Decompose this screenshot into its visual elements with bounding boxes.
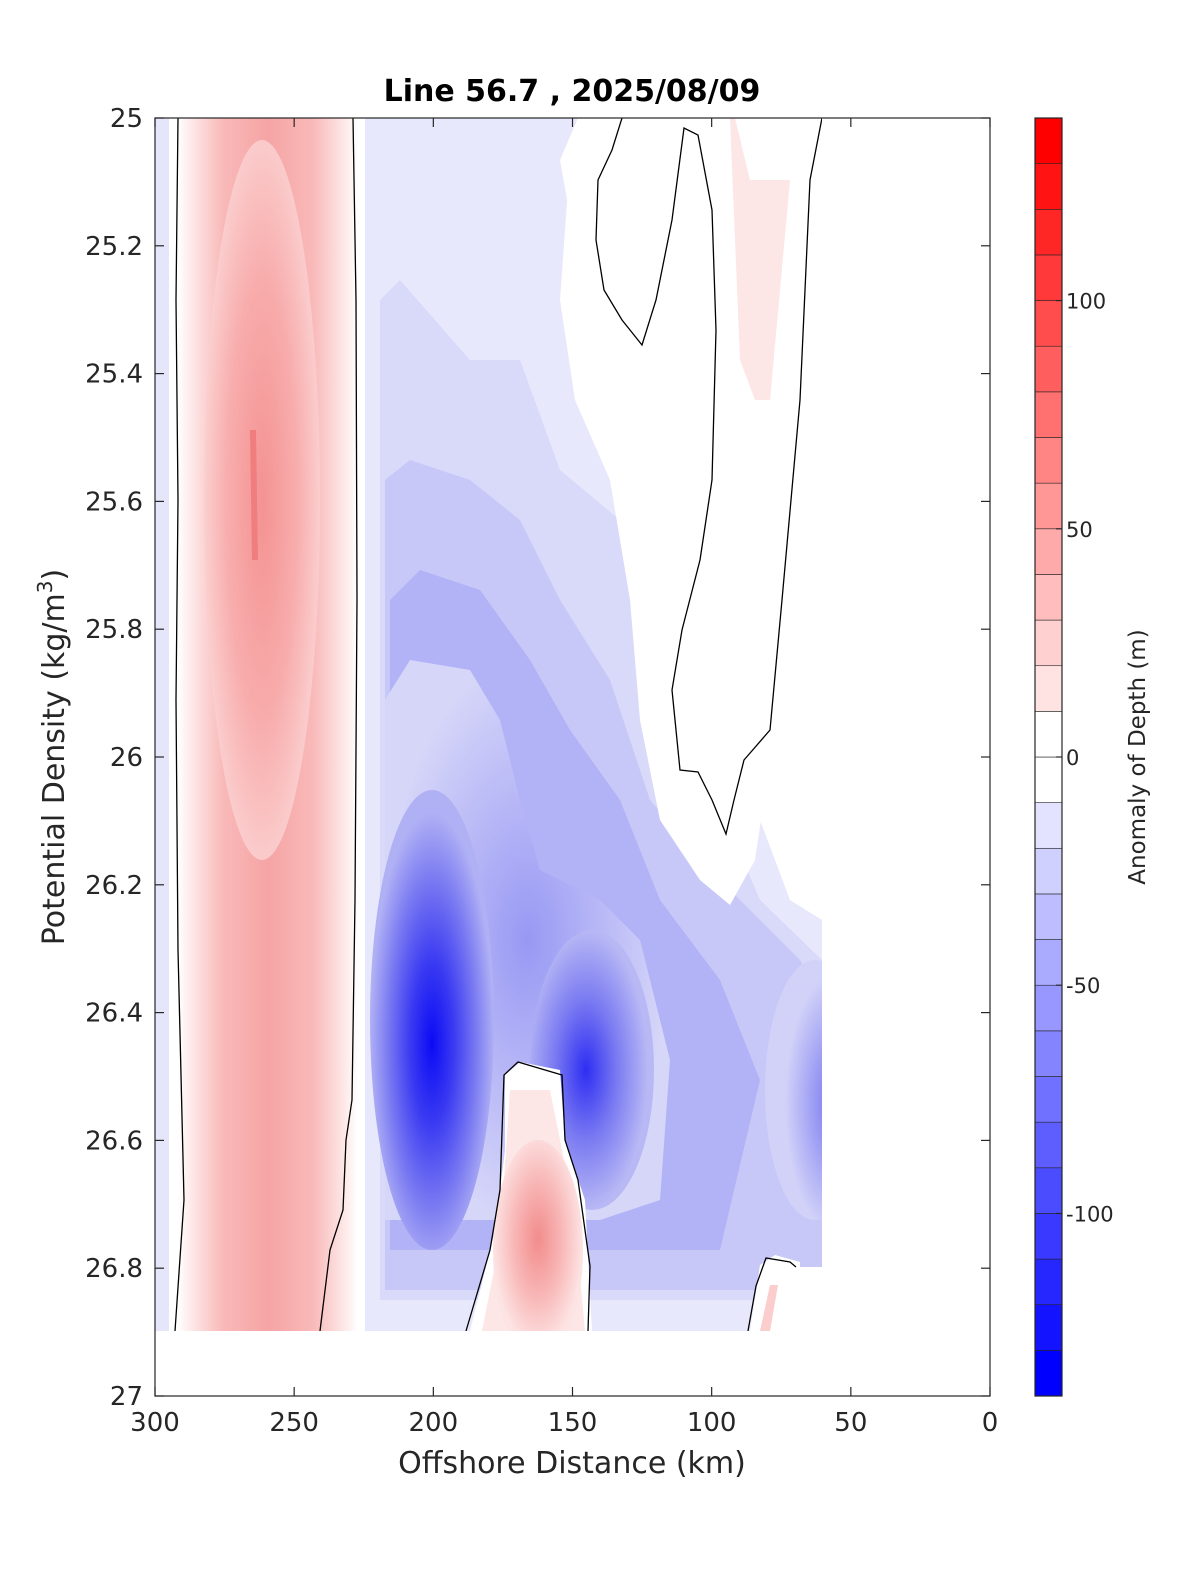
plot-axes: 300 250 200 150 100 50 0 2525.225.425.625.8262…	[85, 104, 998, 1438]
colorbar-swatch	[1034, 1258, 1063, 1306]
colorbar-swatch	[1034, 711, 1063, 758]
y-tick-label: 25.6	[85, 487, 143, 517]
colorbar-tick-label: -50	[1066, 974, 1100, 998]
colorbar-swatch	[1034, 893, 1063, 940]
contour-field	[155, 118, 822, 1331]
y-tick-label: 25.8	[85, 615, 143, 645]
x-axis-label: Offshore Distance (km)	[398, 1446, 746, 1481]
chart-title: Line 56.7 , 2025/08/09	[384, 74, 761, 109]
x-tick-label: 150	[548, 1408, 598, 1438]
colorbar-swatch	[1034, 984, 1063, 1032]
colorbar-swatch	[1034, 802, 1063, 849]
colorbar-swatch	[1034, 1121, 1063, 1169]
colorbar-swatch	[1034, 1350, 1063, 1397]
colorbar-swatch	[1034, 528, 1063, 575]
colorbar-tick-label: -100	[1066, 1202, 1114, 1226]
colorbar-swatch	[1034, 1030, 1063, 1077]
colorbar-swatch	[1034, 208, 1063, 256]
colorbar-label: Anomaly of Depth (m)	[1125, 629, 1151, 884]
colorbar-swatches	[1034, 117, 1063, 1397]
x-tick-label: 0	[982, 1408, 999, 1438]
colorbar: 100 50 0 -50 -100 Anomaly of Depth (m)	[1034, 117, 1151, 1397]
colorbar-swatch	[1034, 1304, 1063, 1351]
x-tick-label: 50	[834, 1408, 867, 1438]
y-tick-label: 26.6	[85, 1126, 143, 1156]
colorbar-swatch	[1034, 391, 1063, 438]
colorbar-swatch	[1034, 254, 1063, 301]
y-tick-label: 25.4	[85, 360, 143, 390]
colorbar-tick-label: 100	[1066, 290, 1106, 314]
colorbar-swatch	[1034, 1213, 1063, 1260]
colorbar-swatch	[1034, 300, 1063, 347]
colorbar-swatch	[1034, 163, 1063, 210]
y-tick-label: 26.4	[85, 999, 143, 1029]
colorbar-swatch	[1034, 939, 1063, 986]
y-axis-label: Potential Density (kg/m3)	[33, 569, 72, 945]
x-axis-ticks: 300 250 200 150 100 50 0	[130, 118, 998, 1438]
y-tick-label: 25	[110, 104, 143, 134]
colorbar-swatch	[1034, 756, 1063, 803]
colorbar-swatch	[1034, 437, 1063, 484]
x-tick-label: 100	[687, 1408, 737, 1438]
x-tick-label: 300	[130, 1408, 180, 1438]
colorbar-swatch	[1034, 1167, 1063, 1214]
y-tick-label: 26.2	[85, 871, 143, 901]
colorbar-tick-label: 0	[1066, 746, 1079, 770]
colorbar-swatch	[1034, 117, 1063, 164]
y-tick-label: 25.2	[85, 232, 143, 262]
colorbar-swatch	[1034, 1076, 1063, 1123]
colorbar-swatch	[1034, 345, 1063, 393]
y-tick-label: 26.8	[85, 1254, 143, 1284]
colorbar-swatch	[1034, 574, 1063, 621]
colorbar-swatch	[1034, 665, 1063, 712]
x-tick-label: 250	[269, 1408, 319, 1438]
y-tick-label: 27	[110, 1382, 143, 1412]
colorbar-tick-label: 50	[1066, 518, 1093, 542]
y-axis-label-close: )	[37, 569, 72, 581]
x-tick-label: 200	[409, 1408, 459, 1438]
colorbar-swatch	[1034, 847, 1063, 895]
colorbar-swatch	[1034, 482, 1063, 530]
y-axis-ticks: 25 25.2 25.4 25.6 25.8 26 26.2 26.4 26.6 26.8 27	[85, 104, 990, 1412]
y-axis-label-superscript: 3	[33, 580, 57, 593]
y-axis-label-text: Potential Density (kg/m	[37, 593, 72, 945]
y-tick-label: 26	[110, 743, 143, 773]
colorbar-swatch	[1034, 619, 1063, 667]
colorbar-ticks: 100 50 0 -50 -100	[1056, 290, 1114, 1226]
